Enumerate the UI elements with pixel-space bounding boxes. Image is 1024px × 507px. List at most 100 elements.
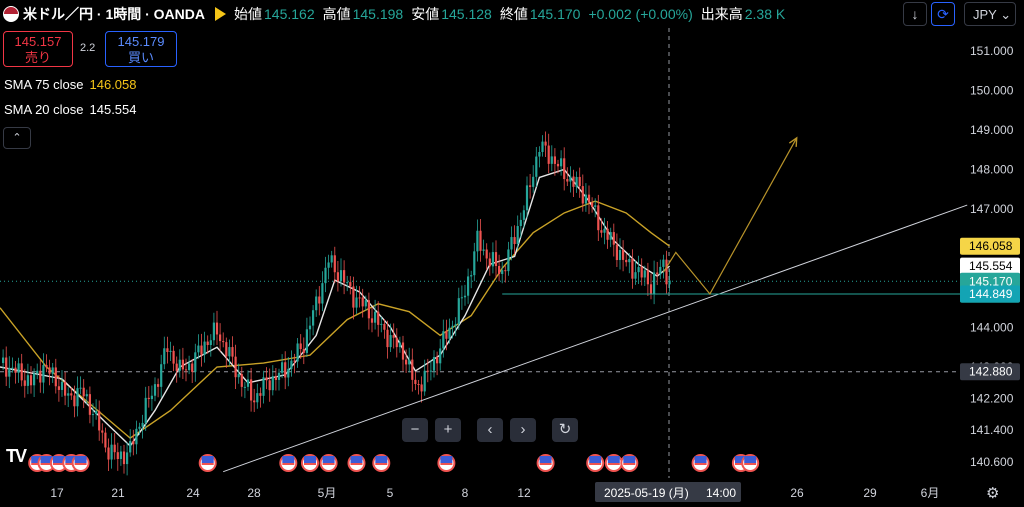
candle xyxy=(529,185,532,187)
economic-event-icon[interactable] xyxy=(319,454,338,472)
candle xyxy=(91,414,95,416)
economic-event-icon[interactable] xyxy=(347,454,366,472)
economic-event-icon[interactable] xyxy=(691,454,710,472)
candle xyxy=(587,194,591,203)
sell-price: 145.157 xyxy=(14,34,62,49)
candle xyxy=(169,350,172,353)
candle xyxy=(398,342,401,348)
sell-button[interactable]: 145.157 売り xyxy=(3,31,73,67)
candle xyxy=(302,349,305,353)
economic-event-icon[interactable] xyxy=(279,454,298,472)
candle xyxy=(95,411,98,415)
candle xyxy=(107,447,110,460)
candle xyxy=(463,295,467,298)
candle xyxy=(153,384,157,396)
trendline[interactable] xyxy=(223,204,968,473)
candle xyxy=(126,452,129,465)
price-tag-crosshair xyxy=(960,363,1020,381)
candle xyxy=(231,347,234,357)
symbol-title[interactable]: 米ドル／円 · 1時間 · OANDA xyxy=(23,6,205,22)
spread-value: 2.2 xyxy=(80,42,96,54)
candle xyxy=(665,259,668,285)
candle xyxy=(172,350,175,364)
economic-event-icon[interactable] xyxy=(741,454,760,472)
price-tag-label: 145.170 xyxy=(969,274,1013,288)
sync-icon[interactable]: ⟳ xyxy=(931,2,955,26)
sma75-legend[interactable]: SMA 75 close 146.058 xyxy=(4,77,137,92)
candle xyxy=(460,297,463,299)
candle xyxy=(594,205,597,207)
scroll-right-button[interactable]: › xyxy=(510,418,536,442)
collapse-legend-icon[interactable]: ⌃ xyxy=(3,127,31,149)
time-axis-label: 17 xyxy=(50,486,64,500)
candle xyxy=(454,324,457,326)
price-axis-label: 151.000 xyxy=(970,44,1014,58)
download-icon[interactable]: ↓ xyxy=(903,2,927,26)
economic-event-icon[interactable] xyxy=(372,454,391,472)
reset-chart-button[interactable]: ↻ xyxy=(552,418,578,442)
candle xyxy=(476,230,479,252)
candle xyxy=(305,329,308,353)
gear-icon[interactable]: ⚙ xyxy=(986,485,1000,502)
economic-event-icon[interactable] xyxy=(586,454,605,472)
candle xyxy=(14,367,17,373)
candle xyxy=(591,202,594,207)
candle xyxy=(513,237,516,245)
currency-select[interactable]: JPY ⌄ xyxy=(964,2,1016,26)
candle xyxy=(510,237,513,250)
time-axis-label: 5月 xyxy=(318,486,337,500)
candle xyxy=(253,400,256,403)
economic-event-icon[interactable] xyxy=(301,454,319,472)
candle xyxy=(408,359,411,365)
high-label: 高値 xyxy=(322,6,351,22)
economic-event-icon[interactable] xyxy=(604,454,623,472)
price-axis-label: 147.000 xyxy=(970,202,1014,216)
zoom-in-button[interactable]: + xyxy=(435,418,461,442)
candle xyxy=(662,259,665,267)
scroll-left-button[interactable]: ‹ xyxy=(477,418,503,442)
sma20-value: 145.554 xyxy=(89,102,137,117)
candle xyxy=(17,363,20,373)
candle xyxy=(634,272,637,279)
candle xyxy=(395,337,398,348)
projection-path[interactable] xyxy=(662,137,798,296)
candle xyxy=(560,158,563,167)
candle xyxy=(575,176,578,187)
candle xyxy=(584,194,587,204)
close-label: 終値 xyxy=(499,6,528,22)
candle xyxy=(392,335,395,338)
economic-event-icon[interactable] xyxy=(620,454,639,472)
candle xyxy=(553,156,556,164)
candle xyxy=(544,141,547,146)
candle xyxy=(485,249,488,259)
time-axis-label: 26 xyxy=(790,486,804,500)
economic-event-icon[interactable] xyxy=(198,454,217,472)
candle xyxy=(631,258,634,279)
economic-event-icon[interactable] xyxy=(536,454,555,472)
candle xyxy=(277,372,281,380)
candle xyxy=(150,395,153,400)
sma20-legend[interactable]: SMA 20 close 145.554 xyxy=(4,102,137,117)
candle xyxy=(85,394,88,397)
candle xyxy=(572,176,575,187)
projection-arrowhead xyxy=(788,136,798,147)
candle xyxy=(228,347,231,357)
candle xyxy=(237,374,240,378)
economic-event-icon[interactable] xyxy=(71,454,90,472)
buy-button[interactable]: 145.179 買い xyxy=(105,31,177,67)
candle xyxy=(116,452,119,460)
candle xyxy=(219,334,222,342)
economic-event-icon[interactable] xyxy=(437,454,456,472)
candle xyxy=(11,367,14,369)
chart-header: 米ドル／円 · 1時間 · OANDA 始値 145.162 高値 145.19… xyxy=(0,0,900,28)
candle xyxy=(467,276,470,296)
candle xyxy=(358,297,361,299)
candle xyxy=(609,232,612,240)
candle xyxy=(209,340,212,346)
candle xyxy=(57,386,60,390)
zoom-out-button[interactable]: − xyxy=(402,418,428,442)
candle xyxy=(274,376,277,380)
candle xyxy=(101,430,104,433)
candle xyxy=(163,348,166,365)
low-value: 145.128 xyxy=(441,6,492,22)
